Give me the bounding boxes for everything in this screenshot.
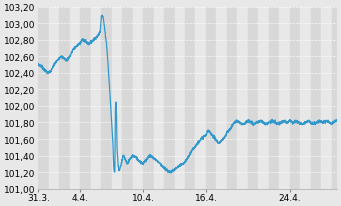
- Bar: [153, 8, 164, 189]
- Bar: [279, 8, 290, 189]
- Bar: [112, 8, 122, 189]
- Bar: [311, 8, 321, 189]
- Bar: [175, 8, 185, 189]
- Bar: [321, 8, 331, 189]
- Bar: [122, 8, 133, 189]
- Bar: [290, 8, 300, 189]
- Bar: [331, 8, 337, 189]
- Bar: [133, 8, 143, 189]
- Bar: [164, 8, 175, 189]
- Bar: [80, 8, 91, 189]
- Bar: [195, 8, 206, 189]
- Bar: [217, 8, 227, 189]
- Bar: [269, 8, 279, 189]
- Bar: [300, 8, 311, 189]
- Bar: [248, 8, 258, 189]
- Bar: [237, 8, 248, 189]
- Bar: [70, 8, 80, 189]
- Bar: [49, 8, 59, 189]
- Bar: [91, 8, 101, 189]
- Bar: [59, 8, 70, 189]
- Bar: [258, 8, 269, 189]
- Bar: [101, 8, 112, 189]
- Bar: [227, 8, 237, 189]
- Bar: [206, 8, 217, 189]
- Bar: [39, 8, 49, 189]
- Bar: [143, 8, 153, 189]
- Bar: [185, 8, 195, 189]
